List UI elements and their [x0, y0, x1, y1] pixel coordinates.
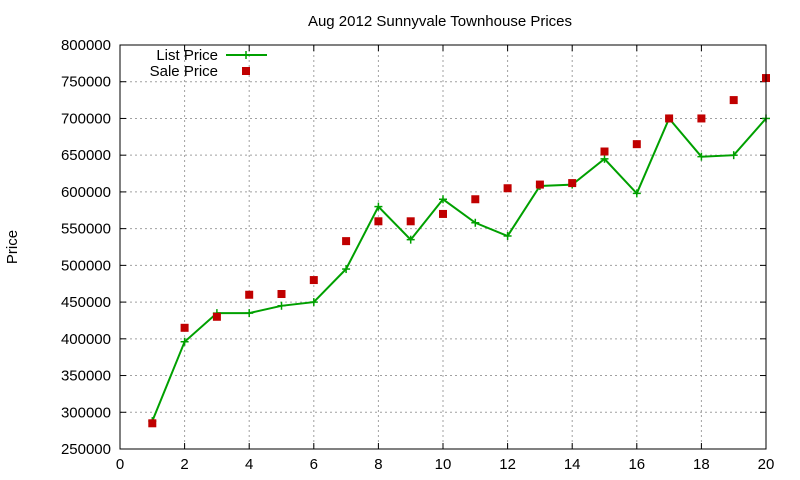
sale-price-point [148, 419, 157, 428]
y-tick-label: 600000 [61, 184, 111, 201]
sale-price-point [568, 179, 577, 188]
list-price-point [406, 235, 415, 244]
sale-price-point [697, 114, 706, 123]
sale-price-point [600, 147, 609, 156]
sale-price-point [309, 276, 318, 285]
list-price-point [503, 231, 512, 240]
sale-price-point [503, 184, 512, 193]
sale-price-point [535, 180, 544, 189]
sale-price-point [342, 237, 351, 246]
legend-swatch-sale-price [242, 67, 250, 75]
x-tick-label: 20 [758, 456, 775, 473]
list-price-line [151, 116, 767, 422]
y-tick-label: 700000 [61, 110, 111, 127]
y-axis: 250000 300000 350000 400000 450000 500000 5500… [61, 37, 766, 458]
x-tick-label: 10 [435, 456, 452, 473]
x-tick-label: 0 [116, 456, 124, 473]
legend-label-sale-price: Sale Price [150, 63, 218, 80]
grid [120, 45, 766, 449]
list-price-point [277, 301, 286, 310]
y-tick-label: 250000 [61, 441, 111, 458]
list-price-point [342, 265, 351, 274]
y-tick-label: 550000 [61, 221, 111, 238]
x-tick-label: 4 [245, 456, 253, 473]
y-tick-label: 800000 [61, 37, 111, 54]
sale-price-point [665, 114, 674, 123]
sale-price-point [632, 140, 641, 149]
x-tick-label: 16 [628, 456, 645, 473]
list-price-point [439, 195, 447, 204]
list-price-point [374, 202, 383, 211]
sale-price-point [729, 96, 738, 105]
sale-price-point [439, 209, 447, 218]
y-tick-label: 350000 [61, 368, 111, 385]
x-tick-label: 14 [564, 456, 581, 473]
x-tick-label: 12 [499, 456, 516, 473]
y-tick-label: 400000 [61, 331, 111, 348]
x-tick-label: 2 [180, 456, 188, 473]
list-price-point [471, 218, 480, 227]
list-price-point [245, 309, 254, 318]
list-price-point [729, 151, 738, 160]
sale-price-point [212, 312, 221, 321]
list-price-point [600, 154, 609, 163]
sale-price-point [374, 217, 383, 226]
sale-price-point [471, 195, 480, 204]
sale-price-point [277, 290, 286, 299]
list-price-point [180, 337, 189, 346]
x-tick-label: 18 [693, 456, 710, 473]
x-tick-label: 8 [374, 456, 382, 473]
y-tick-label: 300000 [61, 404, 111, 421]
list-price-point [697, 152, 706, 161]
y-tick-label: 450000 [61, 294, 111, 311]
list-price-point [309, 298, 318, 307]
chart-title: Aug 2012 Sunnyvale Townhouse Prices [308, 13, 572, 30]
list-price-point [632, 189, 641, 198]
legend-label-list-price: List Price [156, 47, 218, 64]
y-tick-label: 750000 [61, 74, 111, 91]
sale-price-point [245, 290, 254, 299]
sale-price-point [406, 217, 415, 226]
y-axis-label: Price [4, 230, 21, 264]
y-tick-label: 500000 [61, 257, 111, 274]
x-tick-label: 6 [310, 456, 318, 473]
y-tick-label: 650000 [61, 147, 111, 164]
plot-frame [119, 44, 767, 450]
sale-price-point [180, 323, 189, 332]
x-axis: 0 2 4 6 8 10 12 14 16 18 20 [116, 45, 775, 473]
plot-area [148, 74, 770, 428]
